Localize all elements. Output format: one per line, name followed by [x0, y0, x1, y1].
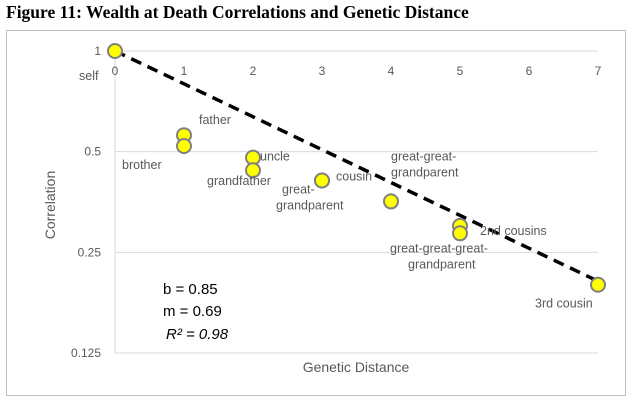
point-label: great-great-grandparent — [391, 149, 459, 179]
stat-r2: R² = 0.98 — [166, 326, 229, 343]
y-tick-label: 1 — [94, 44, 101, 58]
x-tick-label: 5 — [457, 64, 464, 78]
data-point — [452, 225, 468, 242]
x-tick-label: 1 — [181, 64, 188, 78]
chart-frame — [6, 30, 626, 396]
data-point — [107, 43, 123, 59]
x-tick-label: 2 — [250, 64, 257, 78]
point-label: self — [79, 69, 99, 83]
x-tick-label: 6 — [526, 64, 533, 78]
point-label: great-grandparent — [276, 182, 344, 212]
point-label: uncle — [260, 150, 290, 164]
y-tick-label: 0.25 — [78, 245, 102, 259]
x-tick-label: 7 — [595, 64, 602, 78]
x-tick-label: 4 — [388, 64, 395, 78]
point-label: great-great-great-grandparent — [390, 241, 488, 271]
figure-title: Figure 11: Wealth at Death Correlations … — [6, 2, 469, 22]
y-tick-label: 0.125 — [71, 346, 101, 360]
data-point — [176, 137, 192, 154]
y-tick-label: 0.5 — [84, 145, 101, 159]
point-label: grandfather — [207, 174, 271, 188]
point-label: brother — [122, 158, 162, 172]
data-point — [383, 193, 399, 210]
stat-m: m = 0.69 — [163, 303, 222, 320]
point-label: 3rd cousin — [535, 297, 593, 311]
x-tick-label: 3 — [319, 64, 326, 78]
point-label: 2nd cousins — [480, 224, 547, 238]
data-point — [314, 172, 330, 189]
x-axis-title: Genetic Distance — [303, 359, 410, 375]
point-label: father — [199, 113, 231, 127]
y-axis-title: Correlation — [42, 171, 58, 239]
data-point — [245, 162, 261, 179]
trend-line — [114, 49, 599, 283]
stat-b: b = 0.85 — [163, 281, 218, 298]
x-tick-label: 0 — [112, 64, 119, 78]
point-label: cousin — [336, 169, 372, 183]
data-point — [590, 276, 606, 293]
